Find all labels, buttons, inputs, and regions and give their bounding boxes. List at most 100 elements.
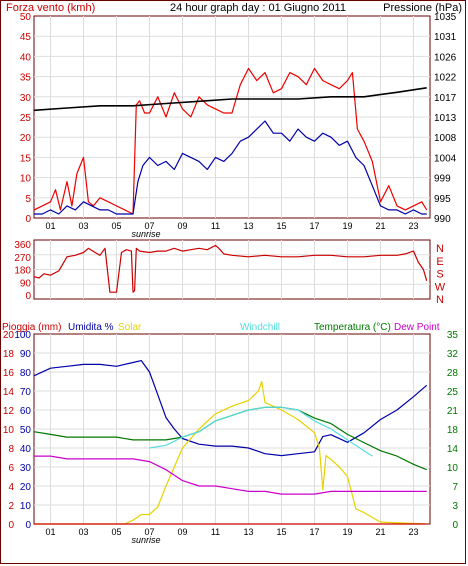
compass-label: N [436, 294, 444, 306]
wind-hour-ticks: 01 03 05 07 09 11 13 15 17 19 21 23 [45, 221, 418, 231]
wind-tick-label: 35 [20, 73, 32, 84]
direction-tick-label: 270 [14, 253, 31, 264]
temperature-tick-label: 18 [447, 425, 459, 436]
wind-tick-label: 0 [25, 214, 31, 225]
solar-line [34, 380, 427, 525]
wind-pressure-panel: Forza vento (kmh) 24 hour graph day : 01… [6, 2, 462, 239]
pressure-tick-label: 1004 [434, 153, 457, 164]
direction-tick-label: 360 [14, 240, 31, 251]
hour-tick-label: 11 [211, 527, 220, 537]
rain-tick-label: 4 [8, 482, 14, 493]
legend-windchill: Windchill [240, 322, 280, 333]
hour-tick-label: 21 [375, 221, 385, 231]
windchill-line [149, 406, 373, 457]
rain-tick-label: 6 [8, 463, 14, 474]
wind-grid [34, 16, 430, 218]
hour-tick-label: 11 [211, 221, 220, 231]
pressure-axis-title: Pressione (hPa) [383, 2, 462, 14]
wind-tick-label: 5 [25, 194, 31, 205]
wind-series [33, 67, 428, 215]
pressure-tick-label: 1017 [434, 93, 457, 104]
hour-tick-label: 01 [45, 527, 55, 537]
wind-tick-label: 50 [20, 12, 32, 23]
compass-label: N [436, 243, 444, 255]
pressure-tick-label: 1008 [434, 133, 457, 144]
direction-tick-label: 180 [14, 266, 31, 277]
compass-label: W [435, 281, 446, 293]
wind-tick-label: 45 [20, 32, 32, 43]
rain-tick-label: 0 [8, 520, 14, 531]
rain-humidity-temp-panel: Pioggia (mm) Umidita % Solar Windchill T… [2, 322, 458, 545]
temperature-tick-label: 14 [447, 444, 459, 455]
wind-axis-title: Forza vento (kmh) [6, 2, 95, 14]
temperature-tick-label: 25 [447, 387, 459, 398]
temperature-tick-label: 7 [452, 482, 458, 493]
hour-tick-label: 05 [111, 221, 121, 231]
wind-tick-label: 25 [20, 113, 32, 124]
humidity-tick-label: 0 [25, 520, 31, 531]
legend-solar: Solar [118, 322, 142, 333]
wind-tick-label: 15 [20, 153, 32, 164]
rain-grid [34, 334, 430, 524]
hour-tick-label: 03 [78, 221, 88, 231]
rain-tick-label: 14 [3, 387, 15, 398]
humidity-tick-label: 60 [20, 406, 32, 417]
wind-line [34, 120, 427, 215]
pressure-tick-label: 990 [434, 214, 451, 225]
temperature-tick-label: 21 [447, 406, 459, 417]
humidity-tick-label: 10 [20, 501, 32, 512]
temperature-tick-label: 35 [447, 330, 459, 341]
sunrise-label-top: sunrise [131, 229, 160, 239]
rain-tick-label: 10 [3, 425, 15, 436]
temperature-tick-label: 0 [452, 520, 458, 531]
legend-dewpoint: Dew Point [394, 322, 440, 333]
compass-label: E [436, 256, 443, 268]
hour-tick-label: 15 [276, 221, 286, 231]
humidity-tick-label: 70 [20, 387, 32, 398]
hour-tick-label: 05 [111, 527, 121, 537]
legend: Pioggia (mm) Umidita % Solar Windchill T… [2, 322, 440, 333]
pressure-tick-label: 1035 [434, 12, 457, 23]
wind-tick-label: 20 [20, 133, 32, 144]
pressure-line [33, 87, 427, 112]
rain-tick-label: 2 [8, 501, 14, 512]
rain-tick-label: 8 [8, 444, 14, 455]
hour-tick-label: 03 [78, 527, 88, 537]
rain-hour-ticks: 01 03 05 07 09 11 13 15 17 19 21 23 [45, 527, 418, 537]
humidity-tick-label: 80 [20, 368, 32, 379]
humidity-axis-ticks: 0 10 20 30 40 50 60 70 80 90 100 [14, 330, 31, 531]
rain-tick-label: 20 [3, 330, 15, 341]
wind-axis-ticks: 0 5 10 15 20 25 30 35 40 45 50 [20, 12, 32, 225]
legend-humidity: Umidita % [68, 322, 114, 333]
wind-tick-label: 40 [20, 52, 32, 63]
hour-tick-label: 07 [144, 221, 154, 231]
humidity-line [33, 360, 428, 457]
rain-tick-label: 16 [3, 368, 15, 379]
hour-tick-label: 07 [144, 527, 154, 537]
pressure-axis-ticks: 990 995 999 1004 1008 1013 1017 1022 1026 1031 103… [434, 12, 457, 225]
wind-tick-label: 10 [20, 174, 32, 185]
hour-tick-label: 19 [342, 221, 352, 231]
direction-tick-label: 90 [20, 278, 32, 289]
hour-tick-label: 15 [276, 527, 286, 537]
temperature-axis-ticks: 0 3 7 10 14 18 21 25 28 32 35 [447, 330, 459, 531]
legend-rain: Pioggia (mm) [2, 322, 61, 333]
hour-tick-label: 13 [243, 527, 253, 537]
wind-tick-label: 30 [20, 93, 32, 104]
compass-label: S [436, 269, 443, 281]
rain-tick-label: 12 [3, 406, 15, 417]
hour-tick-label: 01 [45, 221, 55, 231]
pressure-tick-label: 995 [434, 194, 451, 205]
hour-tick-label: 23 [408, 221, 418, 231]
rain-tick-label: 18 [3, 349, 15, 360]
gust-line [33, 67, 428, 215]
direction-series [33, 244, 428, 293]
direction-line [33, 244, 428, 293]
direction-tick-label: 0 [25, 291, 31, 302]
sunrise-label-bottom: sunrise [131, 535, 160, 545]
hour-tick-label: 17 [309, 527, 319, 537]
humidity-tick-label: 20 [20, 482, 32, 493]
hour-tick-label: 17 [309, 221, 319, 231]
